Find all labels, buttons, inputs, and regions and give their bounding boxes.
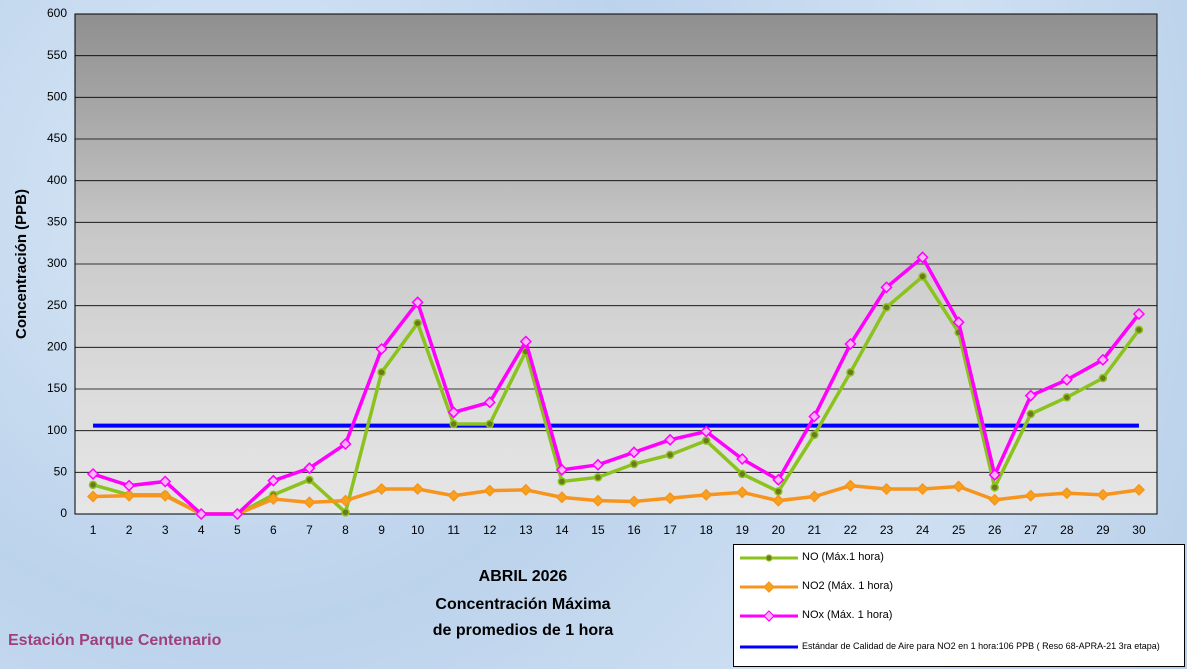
legend-swatch xyxy=(738,609,800,623)
data-point xyxy=(450,421,457,428)
x-tick-label: 7 xyxy=(306,523,313,537)
legend-label: NOx (Máx. 1 hora) xyxy=(802,609,892,621)
data-point xyxy=(991,484,998,491)
y-tick-label: 350 xyxy=(47,215,67,229)
data-point xyxy=(775,488,782,495)
x-tick-label: 26 xyxy=(988,523,1002,537)
y-tick-label: 600 xyxy=(47,6,67,20)
x-tick-label: 10 xyxy=(411,523,425,537)
legend-swatch xyxy=(738,580,800,594)
y-tick-label: 400 xyxy=(47,173,67,187)
x-tick-label: 28 xyxy=(1060,523,1074,537)
data-point xyxy=(919,273,926,280)
x-tick-label: 6 xyxy=(270,523,277,537)
data-point xyxy=(378,369,385,376)
y-tick-label: 50 xyxy=(54,465,68,479)
x-tick-label: 25 xyxy=(952,523,966,537)
y-tick-label: 0 xyxy=(60,506,67,520)
x-tick-label: 29 xyxy=(1096,523,1110,537)
legend-item: NOx (Máx. 1 hora) xyxy=(734,609,1184,625)
x-tick-label: 18 xyxy=(699,523,713,537)
x-tick-label: 14 xyxy=(555,523,569,537)
y-tick-label: 450 xyxy=(47,131,67,145)
data-point xyxy=(306,476,313,483)
x-tick-label: 24 xyxy=(916,523,930,537)
data-point xyxy=(90,481,97,488)
data-point xyxy=(1063,394,1070,401)
data-point xyxy=(414,320,421,327)
x-tick-label: 4 xyxy=(198,523,205,537)
x-tick-label: 23 xyxy=(880,523,894,537)
data-point xyxy=(342,509,349,516)
legend-marker xyxy=(766,555,772,561)
x-tick-label: 3 xyxy=(162,523,169,537)
x-tick-label: 13 xyxy=(519,523,533,537)
y-tick-label: 100 xyxy=(47,423,67,437)
x-tick-label: 19 xyxy=(736,523,750,537)
chart-title: ABRIL 2026 xyxy=(479,568,568,585)
data-point xyxy=(631,461,638,468)
data-point xyxy=(1027,411,1034,418)
y-tick-label: 250 xyxy=(47,298,67,312)
data-point xyxy=(847,369,854,376)
data-point xyxy=(703,437,710,444)
legend-label: NO (Máx.1 hora) xyxy=(802,551,884,563)
x-tick-label: 17 xyxy=(663,523,677,537)
x-tick-label: 16 xyxy=(627,523,641,537)
x-tick-label: 12 xyxy=(483,523,497,537)
data-point xyxy=(667,451,674,458)
chart-title: Concentración Máxima xyxy=(435,596,610,613)
data-point xyxy=(1099,375,1106,382)
legend-label: Estándar de Calidad de Aire para NO2 en … xyxy=(802,641,1177,651)
x-tick-label: 27 xyxy=(1024,523,1038,537)
legend-item: NO (Máx.1 hora) xyxy=(734,551,1184,567)
legend: NO (Máx.1 hora) NO2 (Máx. 1 hora) NOx (Máx… xyxy=(733,544,1185,667)
y-tick-label: 200 xyxy=(47,340,67,354)
legend-marker xyxy=(764,611,774,621)
page: Concentración (PPB) ABRIL 2026 Concentra… xyxy=(0,0,1187,669)
legend-swatch xyxy=(738,551,800,565)
data-point xyxy=(558,478,565,485)
data-point xyxy=(1135,326,1142,333)
data-point xyxy=(594,474,601,481)
x-tick-label: 1 xyxy=(90,523,97,537)
legend-item: NO2 (Máx. 1 hora) xyxy=(734,580,1184,596)
station-annotation: Estación Parque Centenario xyxy=(8,632,222,649)
x-tick-label: 22 xyxy=(844,523,858,537)
data-point xyxy=(811,431,818,438)
x-tick-label: 5 xyxy=(234,523,241,537)
x-tick-label: 11 xyxy=(447,523,460,537)
y-axis-label: Concentración (PPB) xyxy=(13,189,30,339)
x-tick-label: 15 xyxy=(591,523,605,537)
y-tick-label: 550 xyxy=(47,48,67,62)
legend-item: Estándar de Calidad de Aire para NO2 en … xyxy=(734,640,1184,666)
x-tick-label: 9 xyxy=(378,523,385,537)
x-tick-label: 21 xyxy=(808,523,822,537)
x-tick-label: 8 xyxy=(342,523,349,537)
x-tick-label: 20 xyxy=(772,523,786,537)
data-point xyxy=(486,421,493,428)
chart-title: de promedios de 1 hora xyxy=(433,622,614,639)
y-tick-label: 150 xyxy=(47,381,67,395)
data-point xyxy=(883,304,890,311)
legend-swatch xyxy=(738,640,800,654)
legend-label: NO2 (Máx. 1 hora) xyxy=(802,580,893,592)
x-tick-label: 30 xyxy=(1132,523,1146,537)
y-tick-label: 500 xyxy=(47,90,67,104)
data-point xyxy=(739,471,746,478)
y-tick-label: 300 xyxy=(47,256,67,270)
legend-marker xyxy=(764,582,774,592)
x-tick-label: 2 xyxy=(126,523,133,537)
